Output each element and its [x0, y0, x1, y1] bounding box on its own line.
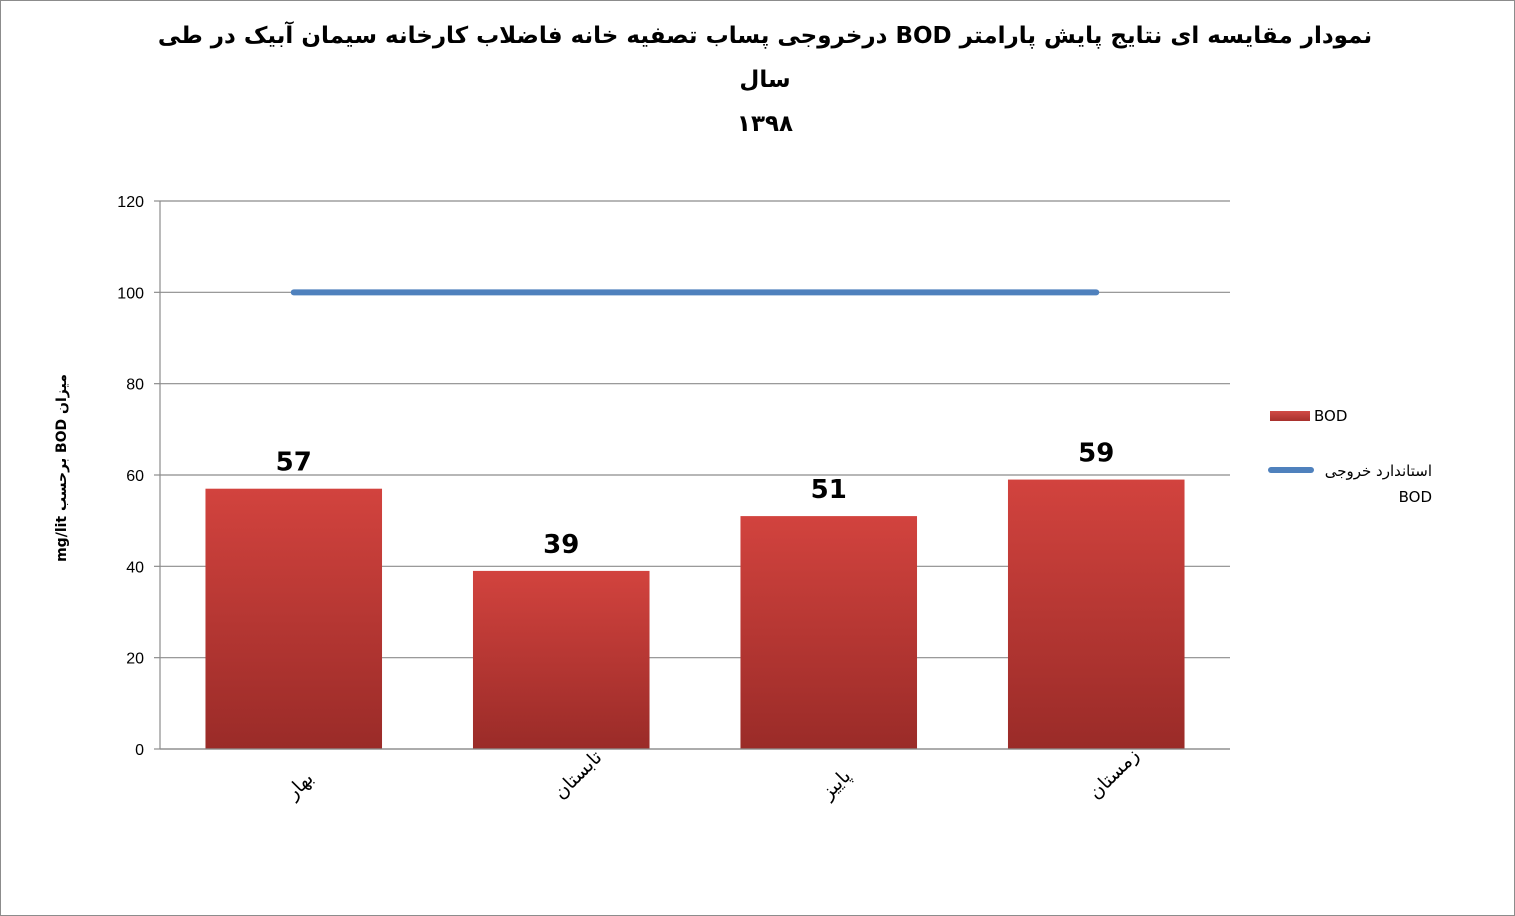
y-tick-label-20: 20 — [126, 651, 144, 668]
x-tick-label-2: پاییز — [816, 765, 855, 804]
axes — [154, 200, 1230, 750]
chart-title-line1: نمودار مقایسه ای نتایج پایش پارامتر BOD … — [157, 23, 1373, 93]
legend-label-standard: استاندارد خروجی BOD — [1324, 462, 1432, 506]
x-tick-label-1: تابستان — [549, 746, 606, 803]
y-tick-label-0: 0 — [135, 742, 144, 759]
data-label-1: 39 — [543, 530, 579, 560]
data-label-0: 57 — [276, 448, 312, 478]
bar-2 — [740, 516, 918, 749]
y-tick-label-120: 120 — [117, 194, 144, 211]
bar-series — [205, 479, 1185, 749]
x-tick-label-0: بهار — [281, 767, 318, 804]
bar-3 — [1007, 479, 1185, 749]
y-tick-label-40: 40 — [126, 559, 144, 576]
data-label-3: 59 — [1078, 439, 1114, 469]
data-label-2: 51 — [811, 475, 847, 505]
x-tick-label-3: زمستان — [1084, 744, 1143, 803]
y-tick-label-80: 80 — [126, 377, 144, 394]
legend-swatch-bod — [1270, 411, 1310, 421]
chart-title-line2: ۱۳۹۸ — [736, 111, 794, 137]
bar-0 — [205, 488, 383, 749]
legend-swatch-standard — [1268, 467, 1314, 473]
bar-1 — [472, 570, 650, 749]
y-tick-label-60: 60 — [126, 468, 144, 485]
legend-label-bod: BOD — [1314, 407, 1348, 425]
chart-title: نمودار مقایسه ای نتایج پایش پارامتر BOD … — [150, 14, 1380, 146]
y-tick-label-100: 100 — [117, 285, 144, 302]
